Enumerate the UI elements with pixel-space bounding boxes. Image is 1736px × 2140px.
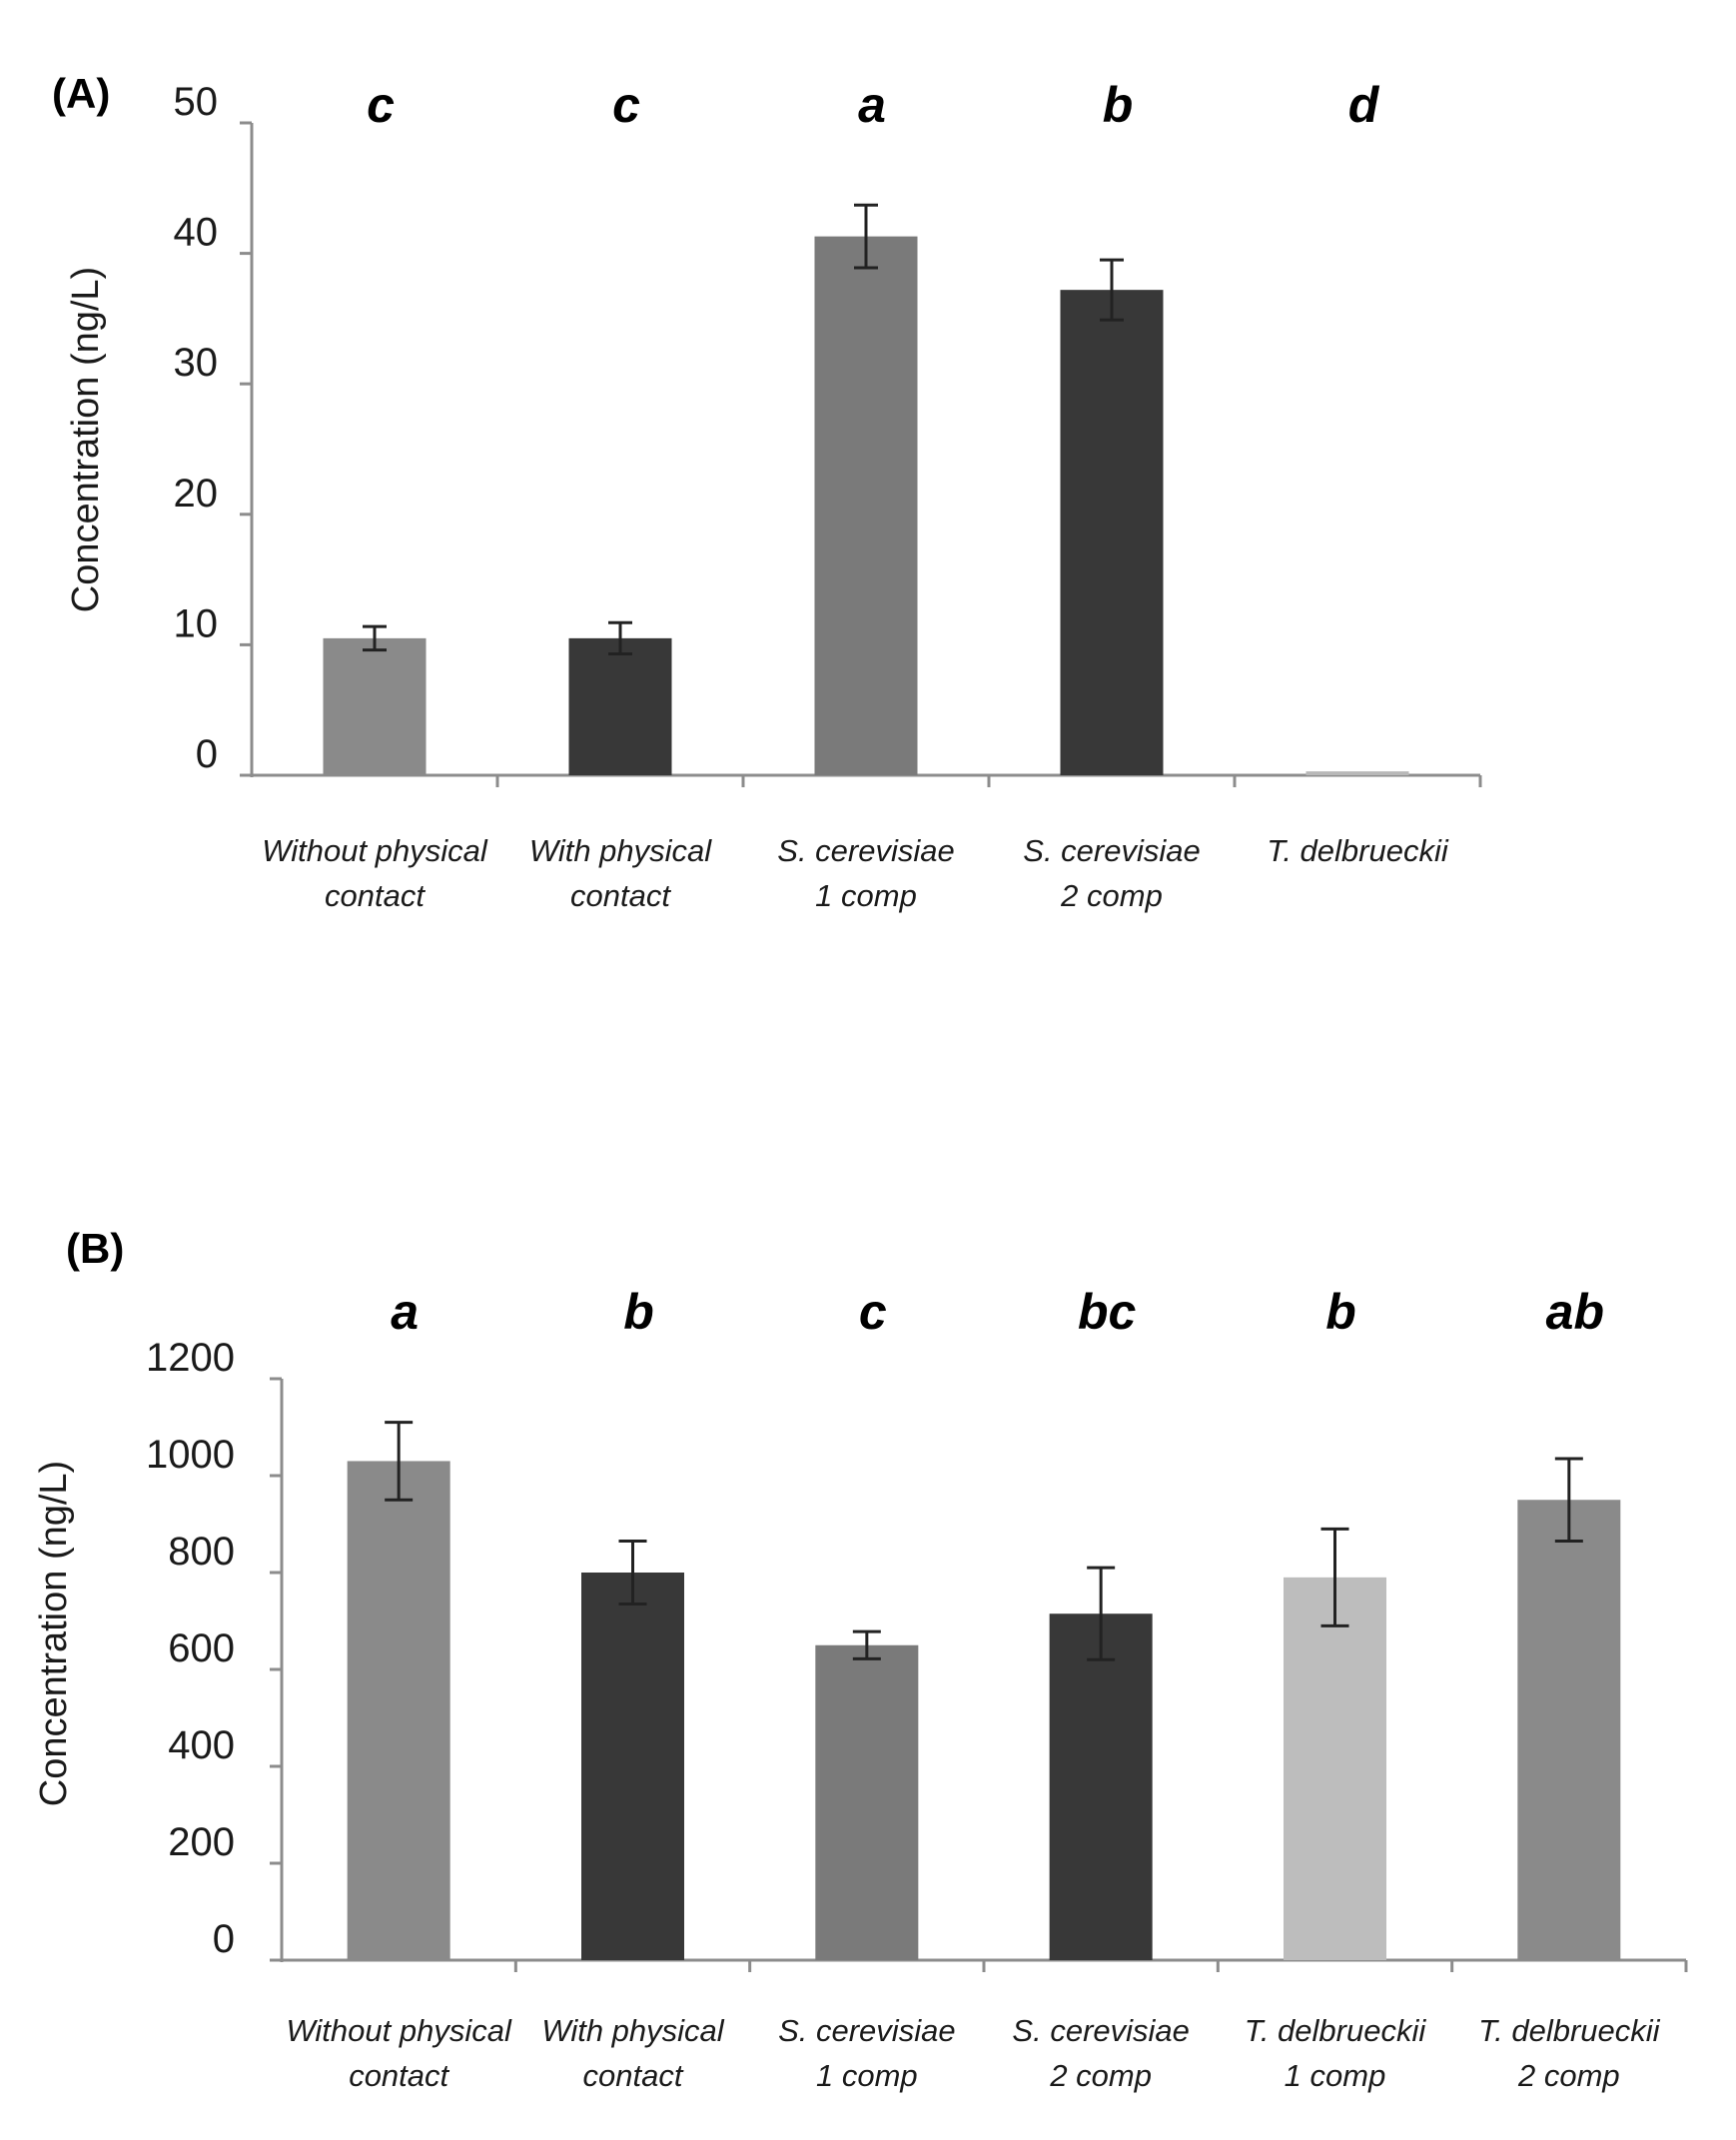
significance-letter: a (858, 77, 886, 133)
panel-a-chart: (A) Concentration (ng/L) 0 10 20 30 40 50 c Witho… (52, 70, 1482, 913)
y-axis-label: Concentration (ng/L) (33, 1461, 75, 1806)
bar (581, 1573, 684, 1960)
bar (1049, 1613, 1153, 1960)
bar (815, 1644, 919, 1960)
x-category-label: 1 comp (816, 2058, 918, 2093)
bar (568, 637, 672, 775)
significance-letter: c (367, 77, 395, 133)
x-category-label: S. cerevisiae (778, 2013, 955, 2048)
x-category-label: S. cerevisiae (777, 833, 954, 868)
significance-letter: b (623, 1284, 654, 1340)
bar (814, 236, 918, 775)
x-category-label: Without physical (286, 2013, 512, 2048)
panel-b-chart: (B) Concentration (ng/L) 0 200 400 600 800 1000… (33, 1225, 1688, 2093)
y-tick-label: 0 (196, 732, 218, 776)
y-tick-label: 30 (174, 341, 219, 385)
significance-letter: ab (1546, 1284, 1604, 1340)
y-tick-label: 50 (174, 80, 219, 124)
x-category-label: 2 comp (1060, 878, 1163, 913)
significance-letter: bc (1078, 1284, 1137, 1340)
significance-letter: a (391, 1284, 419, 1340)
bar (1517, 1500, 1621, 1960)
x-category-label: 1 comp (1285, 2058, 1386, 2093)
x-category-label: contact (583, 2058, 684, 2093)
x-category-label: T. delbrueckii (1478, 2013, 1661, 2048)
x-category-label: T. delbrueckii (1267, 833, 1449, 868)
y-tick-label: 600 (168, 1626, 235, 1670)
bar (1305, 771, 1409, 775)
panel-label: (A) (52, 70, 110, 117)
x-category-label: Without physical (262, 833, 488, 868)
significance-letter: b (1325, 1284, 1356, 1340)
x-category-label: contact (570, 878, 671, 913)
x-category-label: With physical (529, 833, 712, 868)
x-category-label: 2 comp (1517, 2058, 1620, 2093)
y-tick-label: 40 (174, 211, 219, 255)
y-tick-label: 0 (213, 1917, 235, 1961)
x-category-label: 2 comp (1049, 2058, 1152, 2093)
bar (323, 637, 427, 775)
x-category-label: contact (325, 878, 426, 913)
x-category-label: With physical (541, 2013, 724, 2048)
significance-letter: b (1103, 77, 1134, 133)
y-tick-label: 800 (168, 1530, 235, 1574)
x-category-label: S. cerevisiae (1012, 2013, 1189, 2048)
x-category-label: 1 comp (815, 878, 917, 913)
significance-letter: d (1348, 77, 1380, 133)
bar (347, 1461, 450, 1960)
y-tick-label: 20 (174, 472, 219, 516)
significance-letter: c (612, 77, 640, 133)
bar (1060, 290, 1164, 775)
x-category-label: T. delbrueckii (1245, 2013, 1427, 2048)
y-tick-label: 1200 (146, 1336, 235, 1380)
significance-letter: c (859, 1284, 887, 1340)
x-category-label: S. cerevisiae (1023, 833, 1200, 868)
y-tick-label: 200 (168, 1820, 235, 1864)
x-category-label: contact (349, 2058, 449, 2093)
bar (1284, 1577, 1386, 1960)
y-tick-label: 400 (168, 1723, 235, 1767)
panel-label: (B) (66, 1225, 124, 1272)
y-axis-label: Concentration (ng/L) (65, 267, 107, 612)
y-tick-label: 10 (174, 601, 219, 645)
y-tick-label: 1000 (146, 1433, 235, 1477)
